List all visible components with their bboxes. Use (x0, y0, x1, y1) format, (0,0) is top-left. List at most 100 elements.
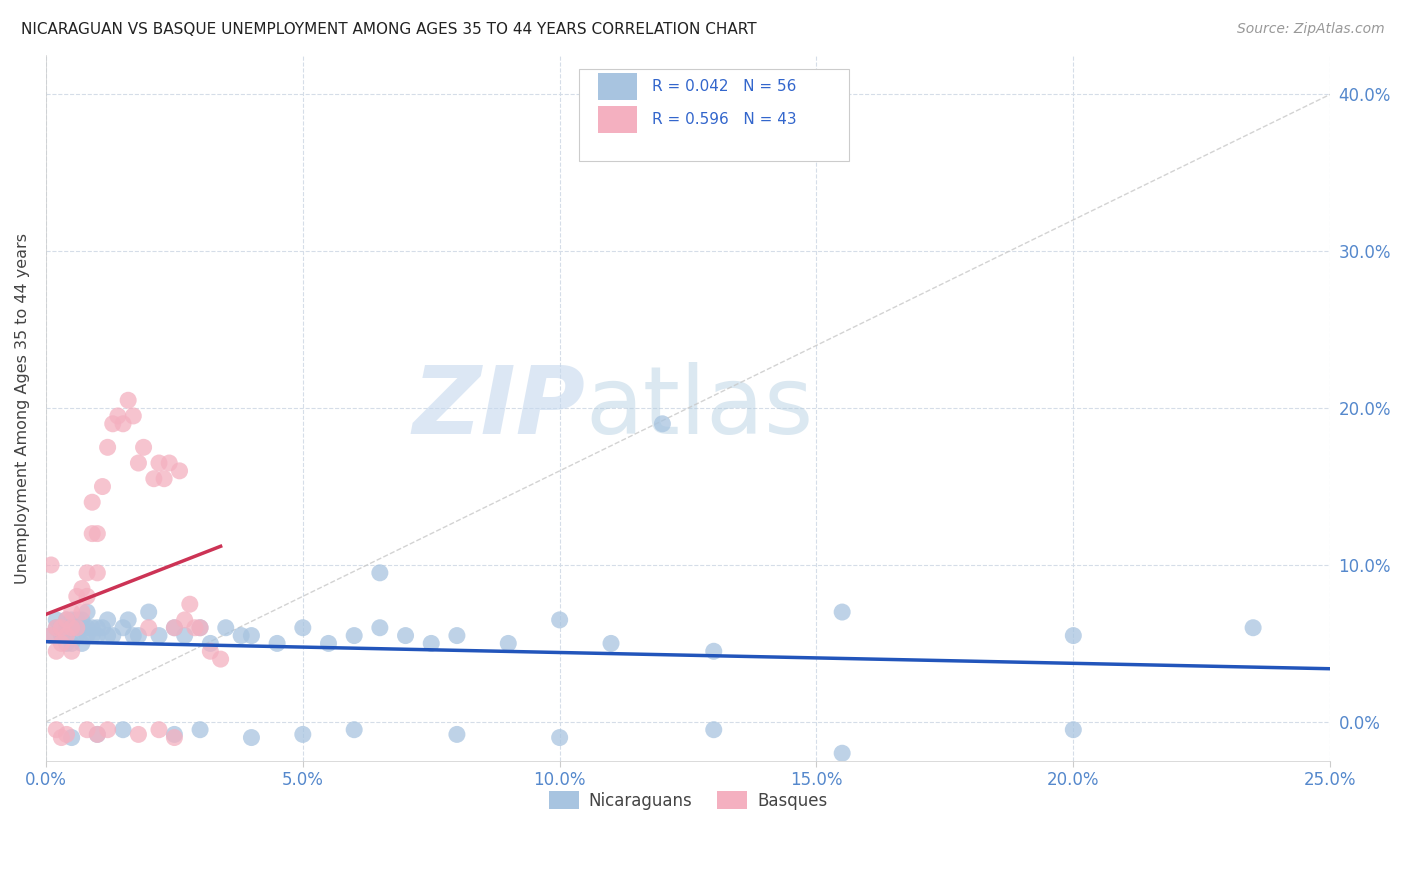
Text: NICARAGUAN VS BASQUE UNEMPLOYMENT AMONG AGES 35 TO 44 YEARS CORRELATION CHART: NICARAGUAN VS BASQUE UNEMPLOYMENT AMONG … (21, 22, 756, 37)
Point (101, 417, 124, 431)
Point (91, 621, 114, 635)
Point (188, 621, 211, 635)
Point (45, 723, 67, 737)
Point (498, 636, 520, 650)
Point (184, 621, 207, 635)
Point (82, 621, 104, 635)
Point (82, 526, 104, 541)
Point (138, 621, 160, 635)
Point (66, 613, 89, 627)
Point (318, 636, 340, 650)
Y-axis label: Unemployment Among Ages 35 to 44 years: Unemployment Among Ages 35 to 44 years (15, 233, 30, 583)
Point (117, 393, 139, 408)
Point (45, 644, 67, 658)
Point (86, 727, 108, 741)
Text: ZIP: ZIP (412, 362, 585, 454)
Point (368, 566, 391, 580)
Point (82, 495, 104, 509)
Point (148, 456, 170, 470)
Point (1062, 629, 1084, 643)
Point (60, 613, 83, 627)
Point (91, 479, 114, 493)
Point (200, 644, 222, 658)
Text: atlas: atlas (585, 362, 814, 454)
Point (179, 597, 201, 611)
Point (86, 526, 108, 541)
Point (138, 605, 160, 619)
Point (111, 417, 134, 431)
Point (163, 621, 186, 635)
Bar (598, 73, 637, 100)
Point (97, 629, 120, 643)
Point (368, 621, 391, 635)
Point (70, 613, 93, 627)
Point (703, 723, 725, 737)
Point (188, 723, 211, 737)
Point (76, 605, 98, 619)
Point (831, 746, 853, 760)
Point (200, 636, 222, 650)
Point (142, 472, 165, 486)
Point (76, 621, 98, 635)
Point (446, 629, 468, 643)
Point (51, 621, 73, 635)
Point (231, 629, 253, 643)
Point (60, 621, 83, 635)
Point (1241, 621, 1264, 635)
Point (173, 613, 195, 627)
Point (70, 605, 93, 619)
Point (60, 636, 83, 650)
Point (148, 629, 170, 643)
Point (127, 727, 149, 741)
Point (60, 605, 83, 619)
Point (111, 723, 134, 737)
Point (600, 636, 623, 650)
Point (55, 636, 77, 650)
Point (51, 636, 73, 650)
Point (60, 731, 83, 745)
Point (39, 629, 62, 643)
Point (215, 621, 238, 635)
Point (163, 731, 186, 745)
Point (70, 621, 93, 635)
Point (45, 613, 67, 627)
Point (45, 621, 67, 635)
Point (163, 727, 186, 741)
Point (39, 629, 62, 643)
Text: R = 0.596   N = 43: R = 0.596 N = 43 (652, 112, 797, 127)
Point (291, 621, 314, 635)
Point (132, 440, 155, 454)
Point (266, 636, 288, 650)
Point (240, 629, 263, 643)
Point (343, 723, 366, 737)
Point (76, 566, 98, 580)
Point (703, 644, 725, 658)
Point (97, 723, 120, 737)
Point (148, 723, 170, 737)
Point (86, 621, 108, 635)
Point (831, 605, 853, 619)
Point (548, 731, 571, 745)
Point (51, 731, 73, 745)
Point (55, 621, 77, 635)
Point (60, 621, 83, 635)
Point (97, 440, 120, 454)
Point (55, 727, 77, 741)
Point (153, 472, 176, 486)
Point (163, 621, 186, 635)
Point (420, 636, 443, 650)
Point (107, 409, 129, 423)
Point (51, 621, 73, 635)
Point (548, 613, 571, 627)
FancyBboxPatch shape (579, 70, 849, 161)
Point (82, 629, 104, 643)
Point (1062, 723, 1084, 737)
Point (169, 464, 191, 478)
Point (101, 629, 124, 643)
Point (70, 582, 93, 596)
Point (117, 613, 139, 627)
Point (394, 629, 416, 643)
Point (45, 621, 67, 635)
Point (446, 727, 468, 741)
Point (66, 621, 89, 635)
